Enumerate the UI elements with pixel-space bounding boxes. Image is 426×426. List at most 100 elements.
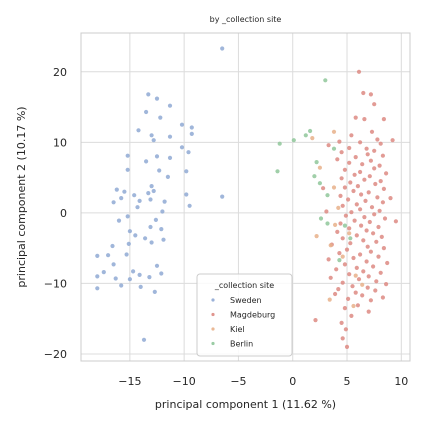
data-point xyxy=(154,154,160,159)
data-point xyxy=(132,193,137,198)
data-point xyxy=(361,90,366,96)
y-tick-label: 20 xyxy=(53,66,67,79)
data-point xyxy=(310,136,315,141)
data-point xyxy=(313,318,318,323)
data-point xyxy=(372,212,377,217)
data-point xyxy=(340,203,345,208)
data-point xyxy=(347,160,352,165)
data-point xyxy=(366,274,371,279)
data-point xyxy=(373,288,378,293)
data-point xyxy=(335,229,340,234)
data-point xyxy=(381,186,386,191)
data-point xyxy=(165,174,170,179)
data-point xyxy=(358,140,363,145)
data-point xyxy=(347,272,352,277)
chart-title: by _collection site xyxy=(210,15,282,24)
data-point xyxy=(220,46,225,51)
data-point xyxy=(189,125,194,130)
data-point xyxy=(333,222,338,227)
data-point xyxy=(317,165,322,170)
data-point xyxy=(372,102,377,107)
legend-marker-sweden xyxy=(211,298,215,302)
data-point xyxy=(149,133,154,138)
data-point xyxy=(337,251,342,256)
data-point xyxy=(146,92,151,97)
data-point xyxy=(375,137,380,142)
data-point xyxy=(119,283,124,288)
data-point xyxy=(336,205,341,210)
data-point xyxy=(343,213,348,218)
x-tick-label: 10 xyxy=(394,375,408,388)
data-point xyxy=(347,145,352,151)
data-point xyxy=(385,260,390,266)
data-point xyxy=(331,129,337,134)
data-point xyxy=(95,253,100,258)
data-point xyxy=(384,282,389,287)
legend-marker-magdeburg xyxy=(211,312,215,317)
data-point xyxy=(366,309,371,314)
y-axis-label: principal component 2 (10.17 %) xyxy=(15,106,28,287)
data-point xyxy=(342,185,347,190)
legend-label-kiel: Kiel xyxy=(230,325,245,334)
data-point xyxy=(144,109,149,115)
data-point xyxy=(151,188,156,194)
data-point xyxy=(189,131,194,136)
data-point xyxy=(336,287,341,292)
data-point xyxy=(277,141,282,146)
series-magdeburg xyxy=(313,69,398,349)
data-points xyxy=(95,46,398,349)
legend-title: _collection site xyxy=(214,281,274,290)
grid xyxy=(81,33,410,361)
x-tick-label: 5 xyxy=(344,375,351,388)
data-point xyxy=(365,244,370,249)
data-point xyxy=(125,214,130,219)
data-point xyxy=(152,289,157,294)
data-point xyxy=(365,285,370,290)
data-point xyxy=(331,185,337,190)
data-point xyxy=(339,150,344,155)
data-point xyxy=(371,264,376,269)
data-point xyxy=(367,219,372,225)
data-point xyxy=(351,255,356,261)
data-point xyxy=(393,219,398,224)
data-point xyxy=(378,270,383,275)
x-tick-label: −5 xyxy=(230,375,246,388)
data-point xyxy=(326,257,331,262)
data-point xyxy=(187,203,192,208)
x-tick-label: −10 xyxy=(173,375,196,388)
data-point xyxy=(360,162,365,167)
data-point xyxy=(352,172,357,177)
data-point xyxy=(374,239,379,244)
data-point xyxy=(111,200,116,205)
data-point xyxy=(136,128,141,133)
data-point xyxy=(101,270,106,275)
data-point xyxy=(369,129,375,134)
data-point xyxy=(133,233,138,238)
data-point xyxy=(184,192,189,197)
data-point xyxy=(380,200,385,205)
data-point xyxy=(353,115,358,120)
data-point xyxy=(371,231,376,236)
data-point xyxy=(353,290,358,295)
data-point xyxy=(360,282,365,287)
data-point xyxy=(368,249,373,254)
data-point xyxy=(353,155,358,160)
data-point xyxy=(344,344,350,349)
data-point xyxy=(161,237,166,242)
data-point xyxy=(361,269,366,274)
data-point xyxy=(327,297,332,302)
legend-marker-kiel xyxy=(211,327,215,331)
data-point xyxy=(358,252,363,257)
data-point xyxy=(388,196,393,201)
data-point xyxy=(350,284,355,289)
data-point xyxy=(127,229,132,234)
series-berlin xyxy=(275,78,353,263)
data-point xyxy=(157,168,162,173)
data-point xyxy=(343,327,348,332)
data-point xyxy=(317,181,322,186)
data-point xyxy=(148,224,153,230)
data-point xyxy=(351,303,356,309)
data-point xyxy=(359,223,364,228)
data-point xyxy=(160,209,165,214)
data-point xyxy=(342,306,347,311)
